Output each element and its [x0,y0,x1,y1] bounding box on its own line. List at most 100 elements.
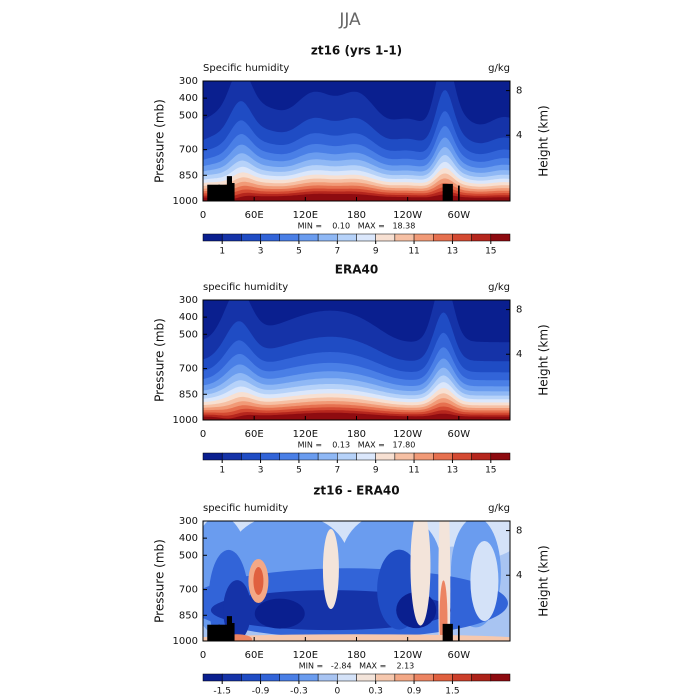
colorbar-label: 0.3 [369,687,383,697]
colorbar-label: 11 [408,247,419,257]
topography [442,183,453,201]
colorbar-label: 15 [485,466,496,476]
x-tick-label: 60W [448,429,471,440]
colorbar-box [356,452,376,461]
units-label: g/kg [488,282,510,293]
x-tick-label: 120E [293,210,318,221]
colorbar-box [298,673,319,682]
y2-tick-label: 8 [516,526,522,537]
topography [207,184,221,201]
colorbar-box [471,452,492,461]
y2-tick-label: 8 [516,305,522,316]
contour-field [203,81,510,201]
y2-tick-label: 4 [516,570,522,581]
colorbar-box [260,673,280,682]
topography [457,185,460,201]
topography [207,624,221,641]
colorbar-box [375,673,396,682]
colorbar-label: 7 [334,247,340,257]
panel-title: ERA40 [335,263,378,277]
y2-axis-label: Height (km) [537,324,551,395]
colorbar-label: 3 [258,466,264,476]
colorbar-box [490,452,511,461]
colorbar-box [260,233,280,242]
colorbar-box [356,673,376,682]
contour-blob [439,580,448,641]
y-tick-label: 700 [179,585,198,596]
colorbar-box [221,233,242,242]
colorbar-box [221,452,242,461]
colorbar-box [490,673,511,682]
contour-field [203,521,510,641]
colorbar-label: 11 [408,466,419,476]
colorbar-box [394,673,415,682]
colorbar-box [241,233,261,242]
units-label: g/kg [488,63,510,74]
panel-title: zt16 (yrs 1-1) [311,44,402,58]
contour-blob [322,529,339,609]
colorbar-box [413,452,434,461]
colorbar-label: 13 [447,247,458,257]
x-tick-label: 120E [293,650,318,661]
x-tick-label: 60W [448,210,471,221]
colorbar-box [279,673,300,682]
topography [230,623,235,641]
x-tick-label: 120W [393,210,422,221]
colorbar-label: -1.5 [213,687,231,697]
y-tick-label: 500 [179,110,198,121]
x-tick-label: 120W [393,429,422,440]
colorbar-label: 5 [296,247,302,257]
topography [457,625,460,641]
y-tick-label: 400 [179,312,198,323]
x-tick-label: 0 [200,429,206,440]
colorbar-box [471,673,492,682]
colorbar-box [279,233,300,242]
x-tick-label: 60E [245,210,264,221]
contour-blob [254,598,305,629]
x-tick-label: 0 [200,650,206,661]
stats-label: MIN = 0.10 MAX = 18.38 [298,222,416,231]
colorbar-box [317,233,338,242]
colorbar-box [490,233,511,242]
figure-title: JJA [338,10,361,30]
y-tick-label: 700 [179,145,198,156]
x-tick-label: 120W [393,650,422,661]
y-tick-label: 400 [179,533,198,544]
colorbar-box [433,673,453,682]
colorbar-box [202,673,223,682]
x-tick-label: 60E [245,429,264,440]
y-tick-label: 1000 [173,415,198,426]
colorbar-box [279,452,300,461]
colorbar-box [471,233,492,242]
colorbar-box [202,452,223,461]
y-tick-label: 850 [179,170,198,181]
colorbar-box [241,452,261,461]
y-tick-label: 700 [179,364,198,375]
y-tick-label: 300 [179,295,198,306]
colorbar-box [317,452,338,461]
colorbar-box [298,452,319,461]
y-tick-label: 850 [179,389,198,400]
x-tick-label: 180 [347,210,366,221]
contour-blob [410,521,431,626]
y-tick-label: 850 [179,610,198,621]
colorbar-box [452,673,472,682]
topography [230,183,235,201]
colorbar-box [433,452,453,461]
colorbar-label: 5 [296,466,302,476]
colorbar-label: 9 [373,247,379,257]
colorbar-box [337,452,357,461]
colorbar-box [394,233,415,242]
colorbar-label: -0.9 [252,687,270,697]
x-tick-label: 180 [347,650,366,661]
stats-label: MIN = 0.13 MAX = 17.80 [298,441,416,450]
colorbar-box [221,673,242,682]
y-axis-label: Pressure (mb) [153,99,167,183]
colorbar-box [337,673,357,682]
colorbar-label: 9 [373,466,379,476]
colorbar-label: -0.3 [290,687,308,697]
colorbar-label: 1 [219,466,225,476]
units-label: g/kg [488,503,510,514]
contour-field [203,300,510,420]
